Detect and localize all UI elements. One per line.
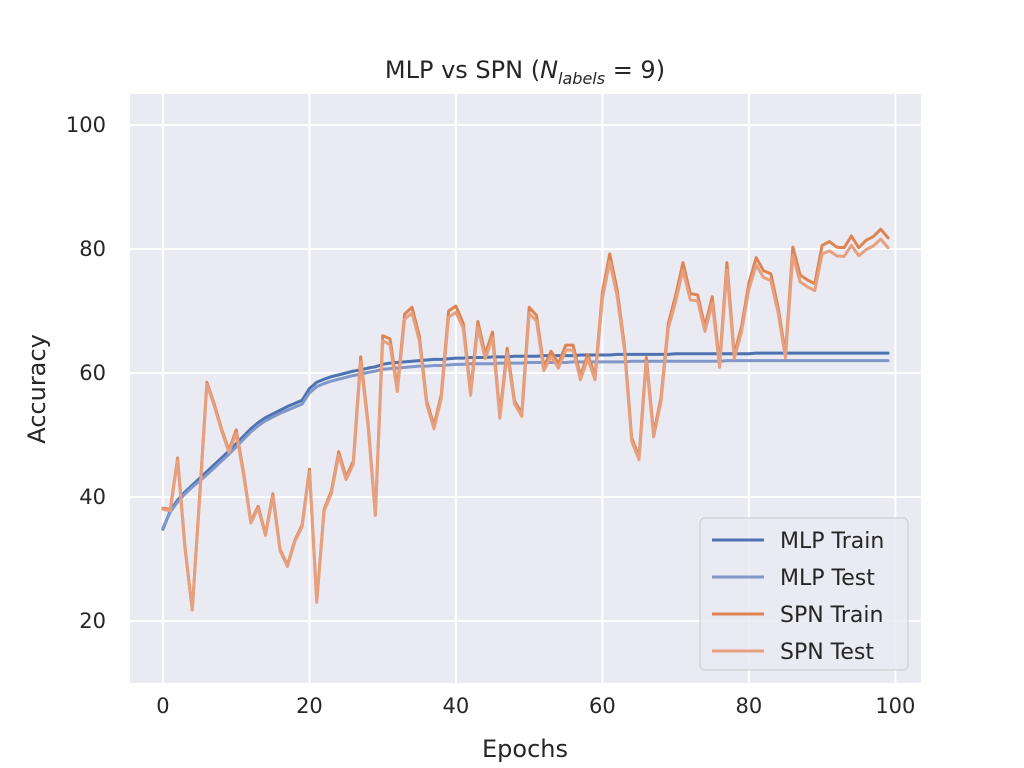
y-tick-label: 100	[66, 113, 106, 137]
legend-label-spn-train: SPN Train	[780, 603, 883, 628]
legend-box	[699, 517, 909, 671]
x-tick-label: 0	[156, 694, 169, 718]
y-axis-label: Accuracy	[23, 334, 51, 444]
x-axis-ticks: 0 20 40 60 80 100	[156, 694, 915, 718]
y-tick-label: 20	[79, 609, 106, 633]
y-tick-label: 40	[79, 485, 106, 509]
legend-label-mlp-train: MLP Train	[780, 529, 884, 554]
x-tick-label: 40	[443, 694, 470, 718]
legend-label-spn-test: SPN Test	[780, 640, 874, 665]
chart-title: MLP vs SPN (Nlabels = 9)	[385, 56, 665, 88]
x-axis-label: Epochs	[482, 735, 568, 763]
x-tick-label: 100	[875, 694, 915, 718]
x-tick-label: 80	[736, 694, 763, 718]
series-lines	[161, 227, 890, 612]
x-tick-label: 20	[296, 694, 323, 718]
y-tick-label: 60	[79, 361, 106, 385]
series-line-spn-test	[161, 237, 890, 612]
y-axis-ticks: 20 40 60 80 100	[66, 113, 106, 633]
legend-label-mlp-test: MLP Test	[780, 566, 875, 591]
x-tick-label: 60	[589, 694, 616, 718]
legend: MLP Train MLP Test SPN Train SPN Test	[699, 517, 909, 671]
y-tick-label: 80	[79, 237, 106, 261]
